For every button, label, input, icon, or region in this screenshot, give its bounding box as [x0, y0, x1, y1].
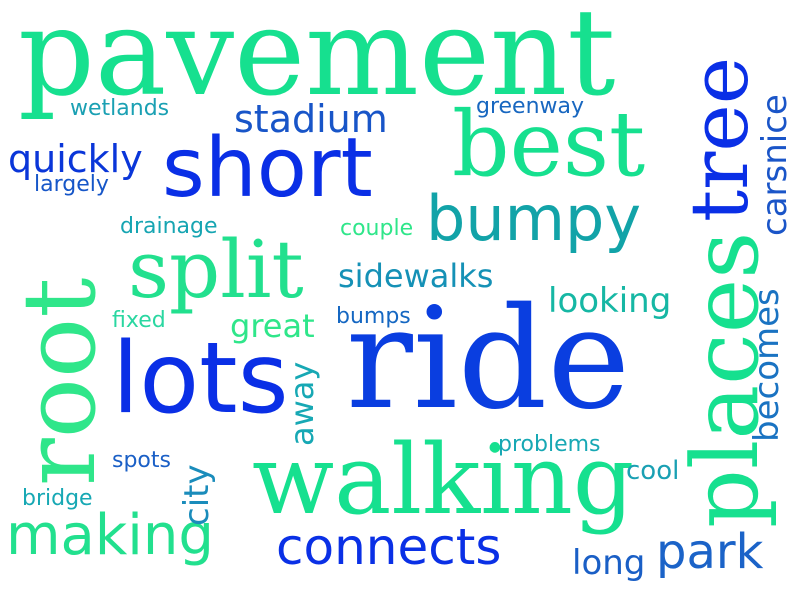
- word-couple: couple: [340, 216, 414, 241]
- word-long: long: [572, 543, 646, 583]
- word-park: park: [656, 524, 764, 580]
- word-tree: tree: [673, 56, 766, 222]
- word-lots: lots: [112, 322, 289, 436]
- word-away: away: [283, 361, 321, 446]
- word-carsnice: carsnice: [755, 94, 795, 236]
- word-spots: spots: [112, 448, 171, 473]
- word-quickly: quickly: [8, 137, 143, 181]
- word-best: best: [452, 92, 646, 197]
- word-pavement: pavement: [18, 0, 616, 123]
- word-sidewalks: sidewalks: [338, 257, 494, 295]
- word-bumps: bumps: [336, 304, 411, 329]
- word-making: making: [6, 503, 214, 568]
- word-root: root: [1, 277, 118, 486]
- word-city: city: [177, 464, 217, 526]
- word-drainage: drainage: [120, 214, 218, 239]
- word-walking: walking: [252, 424, 635, 536]
- word-bridge: bridge: [22, 486, 93, 511]
- word-great: great: [230, 307, 315, 345]
- word-cool: cool: [626, 456, 680, 486]
- word-looking: looking: [548, 281, 672, 321]
- word-fixed: fixed: [112, 308, 166, 333]
- word-becomes: becomes: [747, 288, 787, 442]
- word-bumpy: bumpy: [426, 182, 642, 255]
- word-connects: connects: [276, 518, 502, 576]
- word-wetlands: wetlands: [70, 96, 170, 121]
- word-problems: problems: [498, 432, 601, 457]
- word-stadium: stadium: [234, 97, 388, 141]
- word-short: short: [162, 121, 373, 216]
- word-ride: ride: [346, 278, 631, 441]
- word-split: split: [128, 223, 304, 316]
- word-greenway: greenway: [476, 94, 585, 119]
- word-largely: largely: [34, 172, 109, 197]
